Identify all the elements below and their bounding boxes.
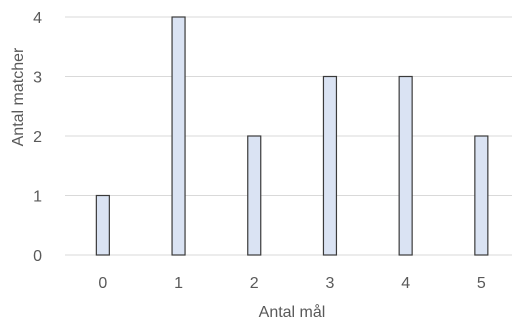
bar-2: [247, 135, 262, 256]
x-tick-label: 0: [98, 275, 107, 292]
x-tick-label: 2: [250, 275, 259, 292]
y-tick-label: 1: [33, 189, 42, 206]
bar-5: [474, 135, 489, 256]
x-tick-label: 5: [477, 275, 486, 292]
x-axis-title: Antal mål: [259, 303, 326, 321]
y-tick-label: 2: [33, 129, 42, 146]
y-axis-title: Antal matcher: [10, 47, 27, 146]
x-tick-label: 3: [325, 275, 334, 292]
bar-0: [95, 194, 110, 256]
gridlines: [65, 16, 512, 256]
y-tick-label: 4: [33, 10, 42, 27]
bar-1: [171, 16, 186, 256]
y-tick-labels: 0 1 2 3 4: [33, 10, 42, 265]
x-tick-label: 4: [401, 275, 410, 292]
bars: [95, 16, 489, 256]
x-tick-label: 1: [174, 275, 183, 292]
bar-4: [398, 75, 413, 256]
y-tick-label: 3: [33, 70, 42, 87]
x-tick-labels: 0 1 2 3 4 5: [98, 275, 486, 292]
bar-3: [322, 75, 338, 256]
y-tick-label: 0: [33, 248, 42, 265]
